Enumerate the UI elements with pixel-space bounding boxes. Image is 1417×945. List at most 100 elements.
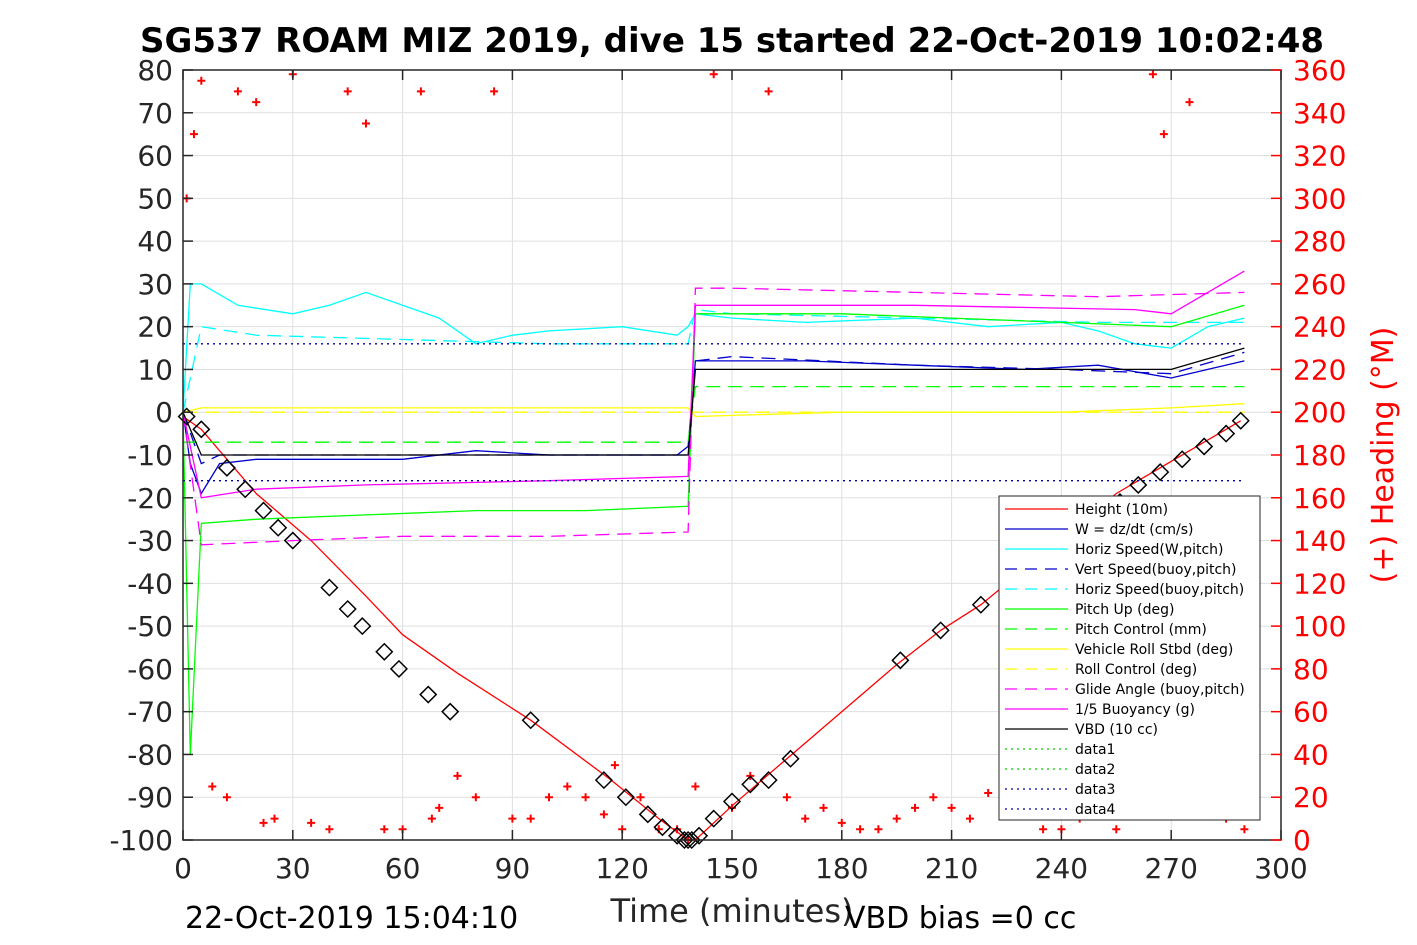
depth-marker (254, 501, 273, 520)
depth-marker (971, 595, 990, 614)
y-right-tick-label: 280 (1293, 225, 1346, 258)
series-line (182, 283, 1245, 413)
legend-entry: data1 (1075, 742, 1115, 758)
heading-point (343, 87, 352, 96)
depth-marker (616, 788, 635, 807)
x-tick-label: 270 (1144, 852, 1197, 885)
y-tick-label: -70 (127, 696, 173, 729)
heading-point (427, 814, 436, 823)
y-tick-label: -100 (109, 824, 173, 857)
depth-marker (689, 826, 709, 845)
y-right-tick-label: 40 (1293, 738, 1329, 771)
legend-entry: data4 (1075, 802, 1116, 818)
heading-point (526, 814, 535, 823)
heading-point (929, 793, 938, 802)
heading-point (563, 782, 572, 791)
legend-box (998, 495, 1261, 821)
depth-marker (1195, 437, 1214, 456)
heading-point (610, 761, 619, 770)
y-right-tick-label: 160 (1293, 482, 1346, 515)
legend-entry: data2 (1075, 762, 1115, 778)
x-tick-label: 30 (275, 852, 311, 885)
series-line (182, 347, 1245, 456)
heading-point (508, 814, 517, 823)
heading-point (453, 771, 462, 780)
y-tick-label: -50 (127, 610, 173, 643)
depth-marker (283, 531, 302, 550)
x-tick-label: 0 (174, 852, 192, 885)
heading-point (435, 803, 444, 812)
series-line (182, 403, 1245, 418)
heading-point (856, 825, 865, 834)
y-right-tick-label: 200 (1293, 396, 1346, 429)
depth-marker (217, 458, 236, 477)
depth-marker (675, 830, 694, 850)
depth-marker (741, 775, 760, 794)
depth-marker (320, 578, 339, 597)
series-line (182, 270, 1245, 499)
legend-entry: VBD (10 cc) (1075, 722, 1158, 738)
y-right-tick-label: 120 (1293, 567, 1346, 600)
y-tick-label: -40 (127, 567, 173, 600)
y-right-tick-label: 180 (1293, 439, 1346, 472)
y-tick-label: 50 (137, 182, 173, 215)
y-tick-label: 70 (137, 97, 173, 130)
heading-point (819, 803, 828, 812)
heading-point (233, 87, 242, 96)
heading-point (416, 87, 425, 96)
heading-point (189, 130, 198, 139)
legend-entry: Height (10m) (1075, 502, 1168, 518)
x-tick-label: 60 (385, 852, 421, 885)
y-right-tick-label: 360 (1293, 54, 1346, 87)
depth-markers (177, 407, 1250, 850)
x-tick-label: 90 (495, 852, 531, 885)
heading-point (581, 793, 590, 802)
legend-entry: Horiz Speed(W,pitch) (1075, 542, 1223, 558)
y-tick-label: -60 (127, 653, 173, 686)
heading-point (1148, 70, 1157, 79)
depth-marker (781, 749, 800, 768)
heading-point (709, 70, 718, 79)
legend-entry: Roll Control (deg) (1075, 662, 1197, 678)
x-tick-label: 150 (705, 852, 758, 885)
depth-marker (338, 599, 357, 619)
y-right-tick-label: 320 (1293, 140, 1346, 173)
heading-point (490, 87, 499, 96)
legend-entry: Glide Angle (buoy,pitch) (1075, 682, 1245, 698)
heading-point (801, 814, 810, 823)
depth-marker (375, 642, 394, 661)
axis-ticks: 0 30 60 90 120 150 180 210 240 270 300807060504030… (109, 54, 1346, 885)
y-tick-label: 80 (137, 54, 173, 87)
y-right-tick-label: 240 (1293, 311, 1346, 344)
heading-point (380, 825, 389, 834)
y-tick-label: 30 (137, 268, 173, 301)
series-line (183, 385, 1245, 443)
legend-entry: Pitch Control (mm) (1075, 622, 1207, 638)
y-right-tick-label: 60 (1293, 696, 1329, 729)
x-tick-label: 210 (925, 852, 978, 885)
heading-point (270, 814, 279, 823)
heading-point (362, 119, 370, 128)
heading-point (782, 793, 791, 802)
heading-point (222, 793, 231, 802)
depth-marker (1151, 463, 1170, 482)
legend-entry: Horiz Speed(buoy,pitch) (1075, 582, 1244, 598)
y-right-tick-label: 100 (1293, 610, 1346, 643)
y-tick-label: 20 (137, 311, 173, 344)
depth-marker (1231, 411, 1250, 430)
y-tick-label: 10 (137, 353, 173, 386)
depth-marker (441, 702, 460, 721)
y-tick-label: 60 (137, 140, 173, 173)
footer-timestamp: 22-Oct-2019 15:04:10 (185, 901, 518, 936)
heading-point (764, 87, 773, 96)
heading-point (892, 814, 901, 823)
y-right-tick-label: 140 (1293, 525, 1346, 558)
depth-marker (759, 771, 778, 790)
depth-marker (704, 809, 723, 828)
depth-marker (722, 792, 742, 811)
legend-entry: data3 (1075, 782, 1115, 798)
heading-point (673, 825, 682, 834)
heading-point (636, 793, 645, 802)
depth-marker (521, 711, 540, 730)
